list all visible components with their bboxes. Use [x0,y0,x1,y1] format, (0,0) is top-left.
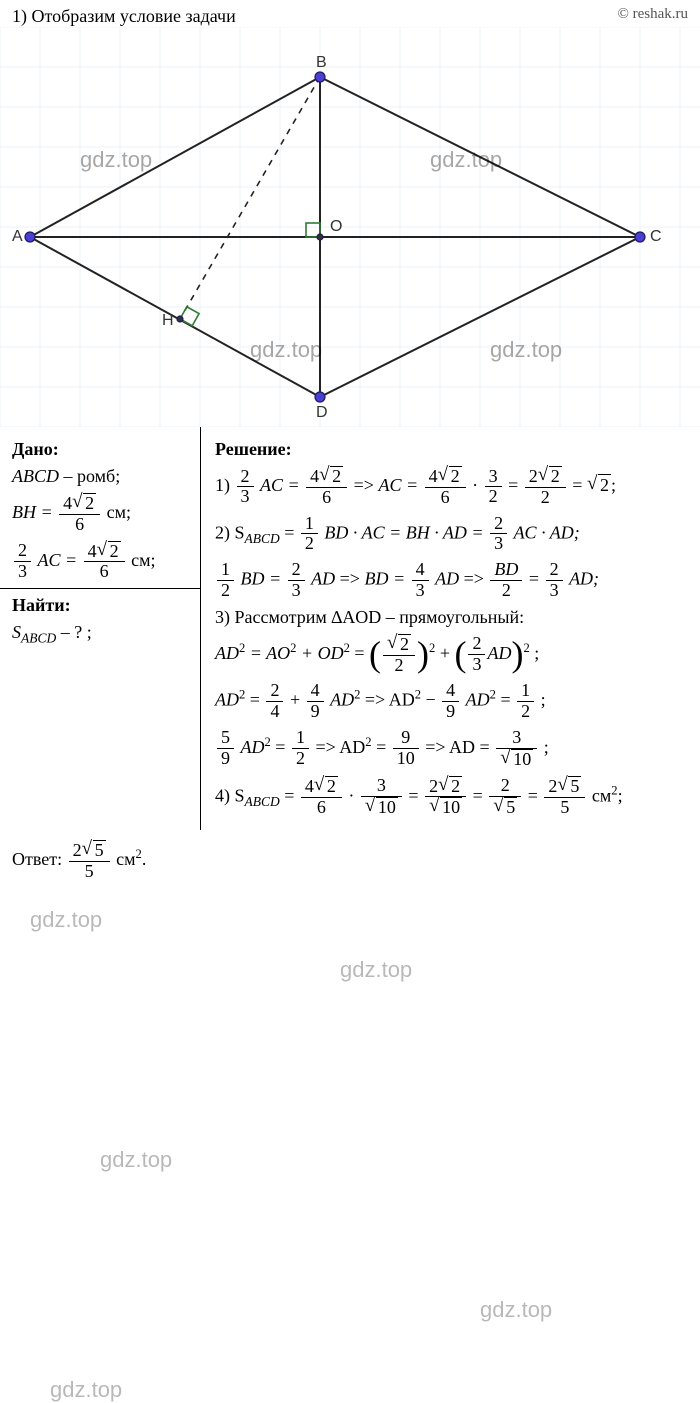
svg-text:D: D [316,404,328,421]
watermark: gdz.top [30,907,102,933]
svg-text:B: B [316,54,327,71]
solution-column: Решение: 1) 23 AC = 426 => AC = 426 · 32… [201,427,700,830]
watermark: gdz.top [100,1147,172,1173]
find-heading: Найти: [12,595,71,615]
solution-step-2b: 12 BD = 23 AD => BD = 43 AD => BD2 = 23 … [215,560,690,601]
given-ac: 23 AC = 426 см; [12,541,192,583]
svg-text:O: O [330,218,342,235]
given-bh: BH = 426 см; [12,493,192,535]
solution-heading: Решение: [215,439,292,459]
given-column: Дано: ABCD – ромб; BH = 426 см; 23 AC = … [0,427,201,830]
step-title: 1) Отобразим условие задачи [12,6,236,27]
find-target: SABCD – ? ; [12,622,192,643]
given-shape: ABCD – ромб; [12,466,192,487]
solution-step-3a: AD2 = AO2 + OD2 = (22)2 + (23AD)2 ; [215,634,690,676]
solution-step-3c: 59 AD2 = 12 => AD2 = 910 => AD = 310 ; [215,728,690,770]
svg-text:A: A [12,228,23,245]
problem-layout: Дано: ABCD – ромб; BH = 426 см; 23 AC = … [0,427,700,830]
solution-step-2a: 2) SABCD = 12 BD · AC = BH · AD = 23 AC … [215,514,690,555]
svg-text:H: H [162,312,174,329]
solution-step-3-intro: 3) Рассмотрим ∆AOD – прямоугольный: [215,607,690,628]
answer-row: Ответ: 255 см2. [0,830,700,896]
solution-step-3b: AD2 = 24 + 49 AD2 => AD2 − 49 AD2 = 12 ; [215,681,690,722]
geometry-diagram: ABCDOH gdz.topgdz.topgdz.topgdz.top [0,27,700,427]
solution-step-4: 4) SABCD = 426 · 310 = 2210 = 25 = 255 с… [215,776,690,819]
watermark: gdz.top [50,1377,122,1403]
watermark: gdz.top [480,1297,552,1323]
watermark: gdz.top [340,957,412,983]
given-heading: Дано: [12,439,59,459]
svg-text:C: C [650,228,662,245]
solution-step-1: 1) 23 AC = 426 => AC = 426 · 32 = 222 = … [215,466,690,508]
attribution: © reshak.ru [617,6,688,27]
